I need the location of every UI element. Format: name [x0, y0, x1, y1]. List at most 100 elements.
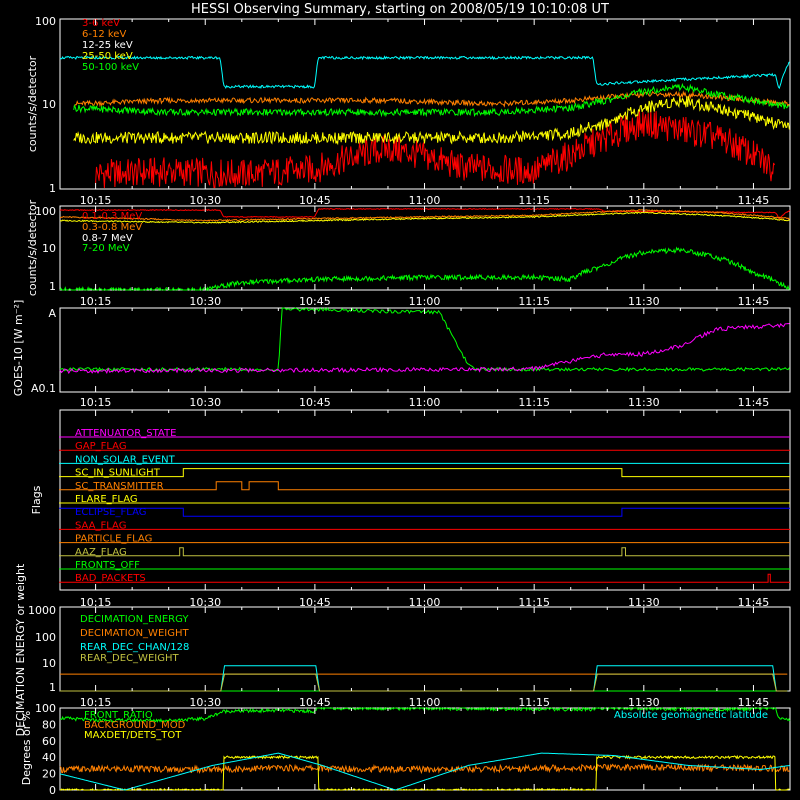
- series-lo-4: [59, 55, 790, 90]
- frame-ticks-2: [95, 308, 791, 392]
- dec-legend-1: DECIMATION_WEIGHT: [80, 628, 189, 639]
- xtick-lo-0: 10:15: [80, 194, 112, 207]
- dec-legend-3: REAR_DEC_WEIGHT: [80, 653, 179, 664]
- panel-decimation: 1 10 100 1000 DECIMATION ENERGY or weigh…: [14, 563, 791, 736]
- series-dec-3: [60, 673, 788, 692]
- flags-xticks: 10:15 10:30 10:45 11:00 11:15 11:30 11:45: [80, 596, 770, 609]
- goes-ylabel: GOES-10 [W m⁻²]: [12, 300, 25, 396]
- dec-legend-2: REAR_DEC_CHAN/128: [80, 642, 189, 653]
- ratio-legend-2: MAXDET/DETS_TOT: [84, 730, 182, 741]
- xtick-goes-2: 10:45: [299, 396, 331, 409]
- xtick-goes-0: 10:15: [80, 396, 112, 409]
- dec-ytick-1: 1: [49, 681, 56, 694]
- ratio-ytick-3: 60: [42, 735, 56, 748]
- flag-label-10: FRONTS_OFF: [75, 560, 140, 571]
- xtick-hi-3: 11:00: [409, 295, 441, 308]
- lo-ytick-1: 1: [49, 182, 56, 195]
- ratio-ytick-4: 80: [42, 718, 56, 731]
- goes-ytick-top: A: [48, 307, 56, 320]
- flag-label-7: SAA_FLAG: [75, 520, 126, 531]
- flag-line-6: [59, 507, 790, 517]
- series-hi-3: [59, 246, 791, 292]
- panel-decimation-series: [60, 665, 788, 692]
- xtick-flags-3: 11:00: [409, 596, 441, 609]
- xtick-lo-4: 11:15: [518, 194, 550, 207]
- hi-ytick-1: 1: [49, 280, 56, 293]
- panel-flags: ATTENUATOR_STATE GAP_FLAG NON_SOLAR_EVENT S…: [30, 409, 791, 609]
- lo-legend-25-50: 25-50 keV: [82, 51, 133, 62]
- series-lo-3: [73, 82, 790, 118]
- xtick-dec-4: 11:15: [518, 696, 550, 709]
- lo-ytick-100: 100: [35, 15, 56, 28]
- panel-flags-labels: ATTENUATOR_STATE GAP_FLAG NON_SOLAR_EVENT S…: [75, 428, 176, 584]
- xtick-dec-3: 11:00: [409, 696, 441, 709]
- panel-high-energy-series: [59, 207, 791, 292]
- ratio-ytick-2: 40: [42, 751, 56, 764]
- series-lo-2: [73, 96, 790, 146]
- xtick-goes-6: 11:45: [738, 396, 770, 409]
- series-lo-0: [95, 109, 775, 189]
- xtick-dec-1: 10:30: [189, 696, 221, 709]
- xtick-dec-5: 11:30: [628, 696, 660, 709]
- ratio-annotation: Absolute geomagnetic latitude: [614, 710, 768, 721]
- hi-ytick-100: 100: [35, 205, 56, 218]
- ratio-ylabel: Degrees or %: [20, 711, 33, 785]
- xtick-goes-5: 11:30: [628, 396, 660, 409]
- dec-ytick-1000: 1000: [28, 604, 56, 617]
- panel-ratio: 0 20 40 60 80 100 Degrees or % FRONT_RATIO BA…: [20, 702, 791, 797]
- flags-ylabel: Flags: [30, 485, 43, 514]
- xtick-flags-1: 10:30: [189, 596, 221, 609]
- xtick-hi-1: 10:30: [189, 295, 221, 308]
- flag-label-11: BAD_PACKETS: [75, 573, 146, 584]
- frame-ticks-1: [95, 206, 791, 290]
- series-hi-2: [59, 211, 790, 224]
- dec-ylabel: DECIMATION ENERGY or weight: [14, 563, 27, 736]
- flag-label-6: ECLIPSE_FLAG: [75, 507, 146, 518]
- series-ratio-1: [59, 763, 790, 775]
- xtick-dec-2: 10:45: [299, 696, 331, 709]
- xtick-hi-6: 11:45: [738, 295, 770, 308]
- hi-legend-3: 7-20 MeV: [82, 243, 130, 254]
- lo-legend-6-12: 6-12 keV: [82, 29, 126, 40]
- xtick-goes-1: 10:30: [189, 396, 221, 409]
- frame-ticks-3: [95, 410, 791, 590]
- flag-label-3: SC_IN_SUNLIGHT: [75, 468, 161, 479]
- ratio-legend-0: FRONT_RATIO: [84, 710, 153, 721]
- lo-legend-3-6: 3-6 keV: [82, 18, 120, 29]
- hi-legend-0: 0.1-0.3 MeV: [82, 211, 142, 222]
- xtick-lo-3: 11:00: [409, 194, 441, 207]
- series-ratio-3: [59, 752, 790, 791]
- flag-label-8: PARTICLE_FLAG: [75, 534, 152, 545]
- flag-line-3: [59, 468, 790, 478]
- dec-legend-0: DECIMATION_ENERGY: [80, 614, 189, 625]
- lo-legend-12-25: 12-25 keV: [82, 40, 133, 51]
- flag-label-5: FLARE_FLAG: [75, 494, 138, 505]
- xtick-flags-4: 11:15: [518, 596, 550, 609]
- flag-line-9: [59, 547, 790, 557]
- frame-ticks-0: [95, 19, 791, 189]
- xtick-flags-5: 11:30: [628, 596, 660, 609]
- ratio-ytick-1: 20: [42, 768, 56, 781]
- xtick-hi-2: 10:45: [299, 295, 331, 308]
- dec-xticks: 10:15 10:30 10:45 11:00 11:15 11:30 11:45: [80, 696, 770, 709]
- hi-legend-2: 0.8-7 MeV: [82, 233, 133, 244]
- xtick-lo-2: 10:45: [299, 194, 331, 207]
- frame-ticks-5: [95, 708, 791, 790]
- xtick-flags-6: 11:45: [738, 596, 770, 609]
- series-goes-1: [59, 322, 790, 375]
- ratio-legend-1: BACKGROUND_MOD: [84, 720, 186, 731]
- series-lo-1: [73, 90, 790, 108]
- ratio-ytick-0: 0: [49, 784, 56, 797]
- xtick-dec-0: 10:15: [80, 696, 112, 709]
- xtick-goes-4: 11:15: [518, 396, 550, 409]
- flag-label-9: AAZ_FLAG: [75, 547, 127, 558]
- lo-ylabel: counts/s/detector: [26, 55, 39, 152]
- chart-title: HESSI Observing Summary, starting on 200…: [191, 2, 609, 17]
- dec-ytick-10: 10: [42, 657, 56, 670]
- xtick-hi-5: 11:30: [628, 295, 660, 308]
- hi-legend-1: 0.3-0.8 MeV: [82, 222, 142, 233]
- flag-label-2: NON_SOLAR_EVENT: [75, 454, 176, 465]
- xtick-flags-0: 10:15: [80, 596, 112, 609]
- flag-line-11: [59, 573, 790, 583]
